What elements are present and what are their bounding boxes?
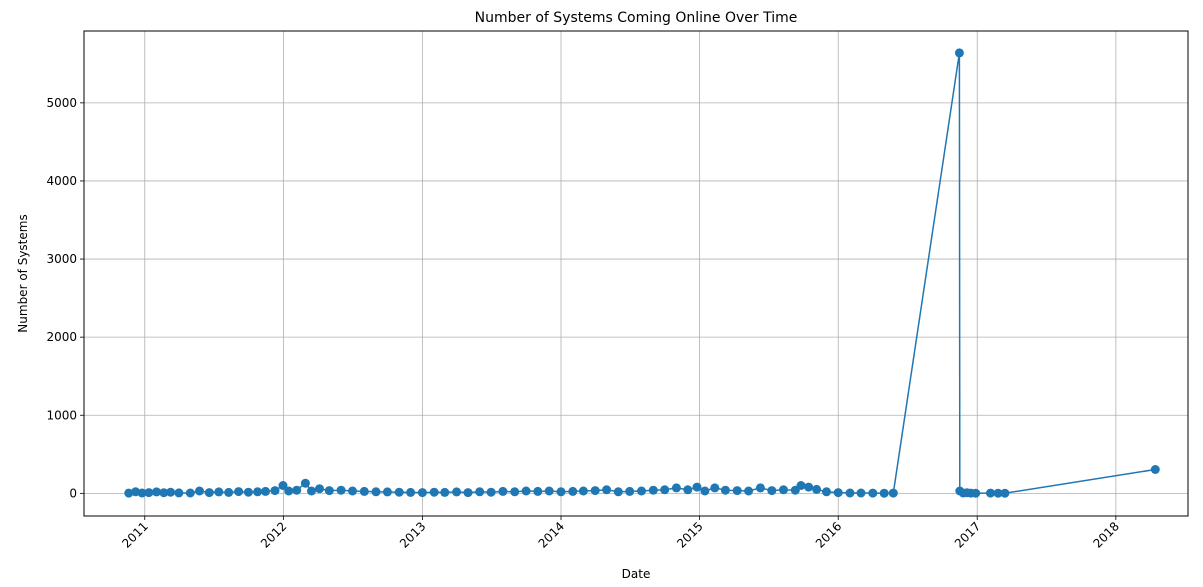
data-point [124,488,134,498]
data-point [224,487,234,497]
data-point [971,488,981,498]
data-series [124,48,1160,498]
data-point [700,486,710,496]
data-point [204,488,214,498]
data-point [993,488,1003,498]
data-point [336,485,346,495]
y-tick-label: 1000 [46,408,77,422]
data-point [660,485,670,495]
data-point [683,485,693,495]
data-point [856,488,866,498]
data-point [463,488,473,498]
data-point [637,486,646,496]
data-point [185,488,195,498]
data-point [324,486,334,496]
plot-area [84,31,1188,516]
chart-title: Number of Systems Coming Online Over Tim… [475,10,798,26]
data-point [812,484,822,494]
data-point [382,487,392,497]
data-point [625,486,635,496]
data-point [348,486,357,496]
data-point [648,485,658,495]
data-point [602,485,612,495]
y-tick-label: 5000 [46,96,77,110]
data-point [429,487,439,497]
data-point [214,487,224,497]
data-point [888,488,898,498]
data-point [394,487,404,497]
x-axis-label: Date [622,567,651,581]
data-point [590,486,600,496]
data-point [359,486,369,496]
data-point [692,482,702,492]
data-point [544,486,554,496]
data-point [440,487,450,497]
data-point [986,488,995,498]
data-point [234,487,244,497]
data-point [300,478,310,488]
data-point [406,487,416,497]
y-tick-label: 3000 [46,252,77,266]
data-point [868,488,878,498]
y-axis-label: Number of Systems [16,214,30,332]
data-point [879,488,889,498]
data-point [417,488,427,498]
data-point [1150,465,1160,474]
data-point [833,488,843,498]
data-point [307,486,316,496]
data-point [779,485,788,495]
data-point [521,486,531,496]
data-point [720,485,730,495]
data-point [556,487,566,497]
data-point [475,487,485,497]
data-point [578,486,588,496]
data-point [671,483,681,493]
data-point [144,488,154,498]
data-point [486,487,496,497]
plot-frame [83,30,1189,517]
data-point [270,486,280,496]
data-point [371,487,381,497]
data-point [767,486,777,496]
data-point [804,482,814,492]
data-point [796,481,806,490]
y-tick-label: 4000 [46,174,77,188]
data-point [822,487,831,497]
data-point [195,486,204,496]
data-point [710,483,720,493]
data-point [498,486,508,496]
data-point [152,487,161,497]
data-point [744,486,754,496]
data-point [954,48,964,58]
data-point [1000,488,1010,498]
data-point [278,481,288,490]
data-point [284,486,294,496]
data-point [166,487,176,497]
data-point [732,486,742,496]
data-point [452,487,462,497]
data-point [510,487,520,497]
data-point [159,488,169,498]
data-point [243,487,253,497]
data-point [568,486,578,496]
y-tick-label: 0 [69,486,77,500]
data-point [137,488,147,498]
data-point [755,483,765,493]
data-point [845,488,855,498]
data-point [292,485,302,495]
data-point [261,486,270,496]
data-point [253,487,263,497]
data-point [533,486,543,496]
data-point [613,487,623,497]
data-point [315,484,324,494]
y-tick-label: 2000 [46,330,77,344]
data-point [174,488,184,498]
